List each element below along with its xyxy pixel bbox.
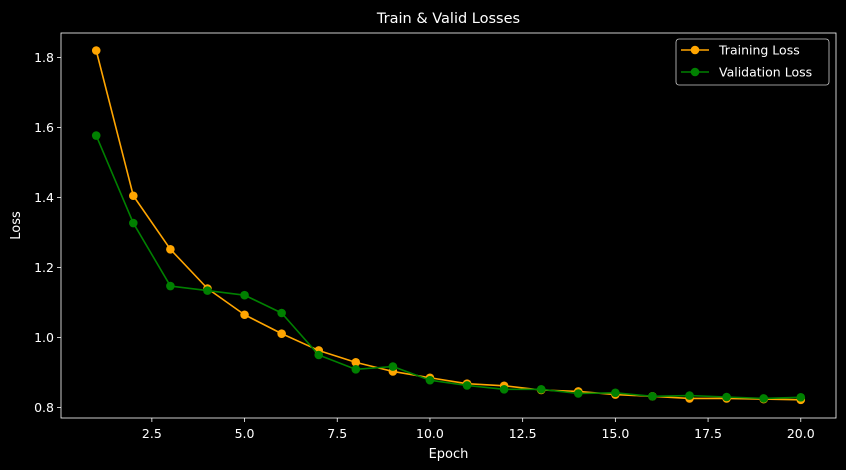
data-point (425, 375, 435, 385)
data-point (314, 350, 324, 360)
data-point (759, 394, 768, 403)
data-point (462, 381, 472, 390)
data-point (129, 218, 138, 228)
data-point (722, 392, 731, 402)
legend-marker (690, 67, 700, 77)
x-axis-label: Epoch (429, 447, 469, 462)
series-training-loss (91, 46, 806, 405)
data-point (166, 245, 175, 254)
data-point (91, 46, 101, 55)
data-point (351, 365, 361, 374)
x-tick-label: 7.5 (327, 426, 347, 441)
data-point (129, 191, 138, 201)
data-point (573, 389, 583, 398)
data-point (91, 131, 101, 140)
x-tick-label: 20.0 (787, 426, 815, 441)
series-line (95, 135, 801, 400)
data-point (351, 358, 361, 367)
y-tick-label: 1.8 (34, 50, 54, 65)
y-tick-label: 1.0 (34, 330, 54, 345)
x-tick-label: 2.5 (142, 426, 162, 441)
x-axis-ticks: 2.5 5.0 7.5 10.0 12.5 15.0 17.5 20.0 (142, 418, 815, 441)
y-axis-label: Loss (9, 211, 24, 240)
x-tick-label: 15.0 (601, 426, 629, 441)
x-tick-label: 5.0 (235, 426, 255, 441)
x-tick-label: 10.0 (416, 426, 444, 441)
data-point (648, 392, 657, 401)
y-tick-label: 1.4 (34, 190, 54, 205)
data-point (240, 310, 249, 320)
data-point (611, 388, 620, 398)
data-point (796, 393, 806, 402)
legend-label: Training Loss (718, 43, 800, 58)
series-line (95, 50, 801, 401)
data-point (388, 362, 398, 371)
data-point (240, 290, 249, 300)
data-point (166, 281, 175, 291)
legend-marker (690, 45, 700, 55)
data-point (499, 385, 509, 394)
series-validation-loss (91, 131, 806, 403)
data-point (277, 329, 286, 338)
x-tick-label: 12.5 (509, 426, 537, 441)
legend: Training Loss Validation Loss (675, 38, 830, 86)
plot-area (60, 32, 837, 419)
y-tick-label: 1.6 (34, 120, 54, 135)
legend-frame (675, 38, 830, 86)
data-point (203, 286, 212, 295)
y-tick-label: 0.8 (34, 400, 54, 415)
data-point (536, 385, 546, 394)
chart-title: Train & Valid Losses (376, 11, 520, 27)
x-tick-label: 17.5 (694, 426, 722, 441)
y-axis-ticks: 0.8 1.0 1.2 1.4 1.6 1.8 (34, 50, 61, 415)
data-point (277, 308, 286, 318)
legend-label: Validation Loss (719, 65, 812, 80)
data-point (685, 391, 694, 400)
series-layer (91, 46, 806, 405)
plot-frame (60, 32, 837, 419)
y-tick-label: 1.2 (34, 260, 54, 275)
